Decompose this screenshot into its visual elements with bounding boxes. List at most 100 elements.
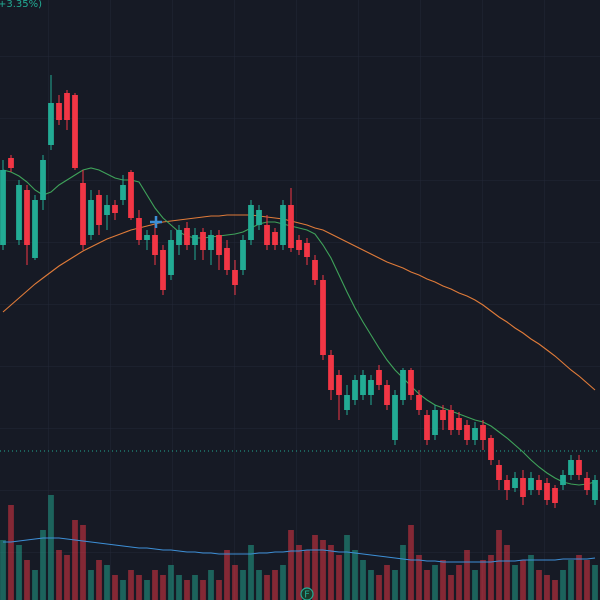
volume-bar [112,575,118,600]
volume-bar [440,560,446,600]
candle-body [280,205,286,245]
candle-body [96,195,102,225]
candle-body [472,428,478,440]
candle-body [336,375,342,395]
candle-body [408,370,414,395]
candle-body [184,228,190,245]
candle-body [400,370,406,400]
volume-bar [176,575,182,600]
candle-body [424,415,430,440]
candle-body [152,235,158,255]
volume-bar [24,560,30,600]
volume-bar [584,560,590,600]
candle-body [104,205,110,215]
volume-bar [0,540,6,600]
candle-body [528,478,534,490]
volume-bar [248,545,254,600]
volume-bar [160,575,166,600]
candle-body [440,410,446,420]
candle-body [568,460,574,475]
candle-body [72,95,78,168]
volume-bar [512,565,518,600]
candle-body [200,232,206,250]
volume-bar [288,530,294,600]
volume-bar [392,570,398,600]
candle-body [560,475,566,485]
candle-body [80,183,86,245]
volume-bar [144,580,150,600]
volume-bar [120,580,126,600]
candle-body [120,185,126,200]
candle-body [480,425,486,440]
volume-bar [544,575,550,600]
candle-body [240,240,246,270]
candle-body [296,240,302,250]
candle-body [0,170,6,245]
candle-body [144,235,150,240]
candle-body [448,410,454,430]
candle-body [536,480,542,490]
volume-bar [168,565,174,600]
volume-bar [272,570,278,600]
candle-body [224,248,230,270]
volume-bar [8,505,14,600]
candle-body [256,210,262,225]
candle-body [160,250,166,290]
candle-body [264,225,270,245]
candle-body [384,385,390,405]
volume-bar [328,545,334,600]
candle-body [512,478,518,488]
volume-bar [416,555,422,600]
volume-bar [432,565,438,600]
candle-body [504,480,510,490]
volume-bar [64,555,70,600]
candle-body [272,232,278,245]
volume-bar [320,540,326,600]
volume-bar [16,545,22,600]
volume-bar [80,525,86,600]
volume-bar [368,570,374,600]
candle-body [64,93,70,120]
candle-body [216,235,222,255]
volume-bar [224,550,230,600]
volume-bar [88,570,94,600]
volume-bar [256,570,262,600]
candle-body [56,103,62,120]
volume-bar [576,555,582,600]
candle-body [192,235,198,245]
volume-bar [560,570,566,600]
candle-body [128,172,134,218]
volume-bar [32,570,38,600]
volume-bar [456,565,462,600]
candle-body [8,158,14,168]
candle-body [40,160,46,200]
candle-body [360,375,366,395]
volume-bar [384,565,390,600]
candle-body [416,395,422,410]
volume-bar [296,545,302,600]
candle-body [488,438,494,460]
moving-average [2,214,596,391]
candle-body [552,488,558,503]
candle-body [456,418,462,430]
moving-average [3,537,596,563]
moving-average [2,167,596,486]
volume-bar [232,565,238,600]
candle-body [312,260,318,280]
candle-body [136,218,142,240]
candle-body [232,270,238,285]
candle-body [376,370,382,385]
volume-bar [520,560,526,600]
candle-body [24,190,30,245]
volume-bar [48,495,54,600]
volume-bar [240,570,246,600]
volume-bar [376,575,382,600]
candle-body [304,243,310,257]
volume-bar [408,525,414,600]
legend-text: +3.35%) [0,0,42,10]
volume-bar [264,575,270,600]
volume-bar [400,545,406,600]
volume-bar [312,535,318,600]
candle-body [352,380,358,400]
